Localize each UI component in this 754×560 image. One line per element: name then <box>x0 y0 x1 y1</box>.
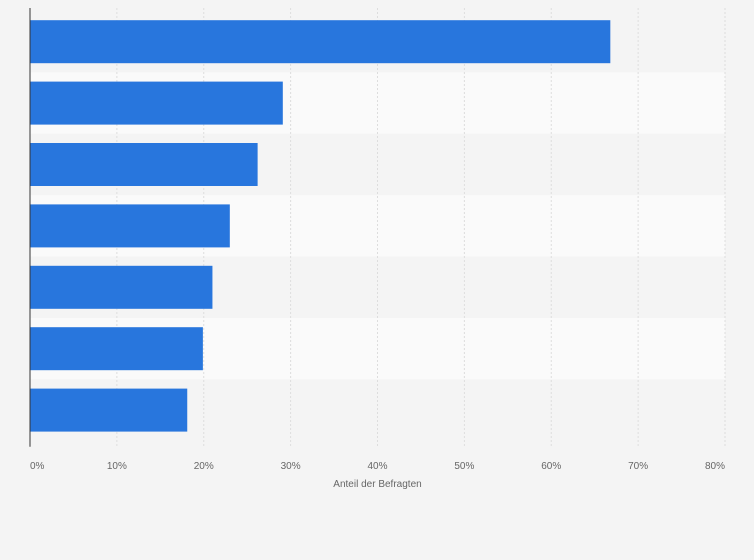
tick-label: 40% <box>367 461 387 472</box>
tick-label: 60% <box>541 461 561 472</box>
x-axis-ticks: 0% 10% 20% 30% 40% 50% 60% 70% 80% <box>30 461 725 472</box>
bar <box>30 143 258 186</box>
tick-label: 80% <box>705 461 725 472</box>
tick-label: 20% <box>194 461 214 472</box>
bar <box>30 81 283 125</box>
tick-label: 10% <box>107 461 127 472</box>
tick-label: 70% <box>628 461 648 472</box>
bar <box>30 388 188 432</box>
tick-label: 50% <box>454 461 474 472</box>
bar <box>30 265 213 309</box>
x-axis-title: Anteil der Befragten <box>333 479 421 490</box>
bar <box>30 204 230 248</box>
tick-label: 30% <box>281 461 301 472</box>
bar <box>30 20 611 64</box>
bar <box>30 327 203 371</box>
bars <box>30 20 611 432</box>
gridlines <box>116 8 726 447</box>
tick-label: 0% <box>30 461 45 472</box>
